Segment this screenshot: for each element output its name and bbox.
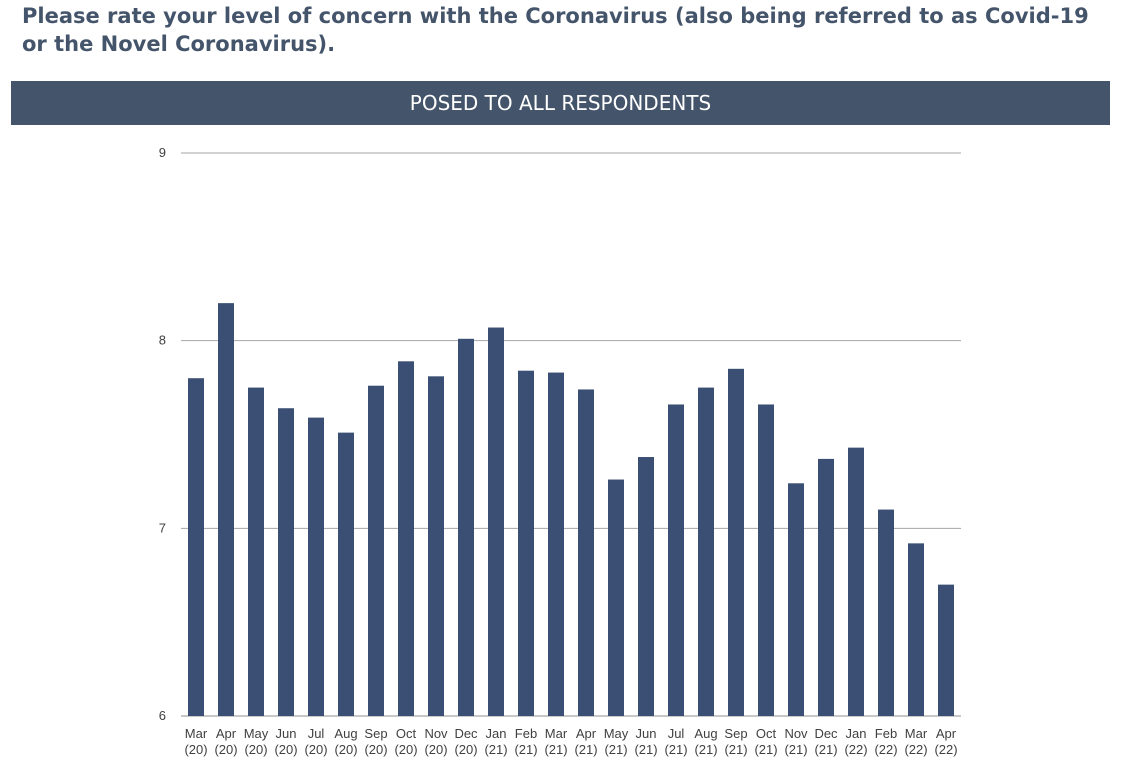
bars xyxy=(188,303,954,716)
x-tick-label: Feb (21) xyxy=(514,726,537,757)
y-axis-ticks: 6 7 8 9 xyxy=(159,145,166,723)
bar xyxy=(278,408,294,716)
bar xyxy=(728,368,744,716)
bar xyxy=(908,543,924,716)
x-tick-label: Mar (20) xyxy=(184,726,207,757)
bar xyxy=(488,327,504,716)
x-tick-label: Aug (20) xyxy=(334,726,357,757)
audience-banner: POSED TO ALL RESPONDENTS xyxy=(11,81,1110,125)
bar xyxy=(188,378,204,716)
bar xyxy=(758,404,774,716)
x-tick-label: Sep (21) xyxy=(724,726,747,757)
x-tick-label: Sep (20) xyxy=(364,726,387,757)
x-tick-label: Mar (21) xyxy=(544,726,567,757)
bar xyxy=(308,417,324,716)
bar xyxy=(398,361,414,716)
bar xyxy=(338,432,354,716)
x-tick-label: Aug (21) xyxy=(694,726,717,757)
x-tick-label: Feb (22) xyxy=(874,726,897,757)
x-tick-label: Nov (21) xyxy=(784,726,808,757)
bar xyxy=(938,584,954,716)
y-tick-label: 9 xyxy=(159,145,166,160)
bar xyxy=(428,376,444,716)
bar xyxy=(218,303,234,716)
bar xyxy=(608,479,624,716)
bar xyxy=(248,387,264,716)
question-title: Please rate your level of concern with t… xyxy=(22,4,1089,56)
bar xyxy=(638,457,654,716)
bar xyxy=(818,458,834,716)
bar xyxy=(878,509,894,716)
y-tick-label: 7 xyxy=(159,520,166,535)
x-tick-label: Apr (22) xyxy=(934,726,957,757)
y-tick-label: 6 xyxy=(159,708,166,723)
x-tick-label: Dec (20) xyxy=(454,726,478,757)
x-tick-label: May (21) xyxy=(604,726,629,757)
bar xyxy=(788,483,804,716)
x-tick-label: Oct (21) xyxy=(754,726,777,757)
x-tick-label: Dec (21) xyxy=(814,726,838,757)
bar xyxy=(518,370,534,716)
x-tick-label: May (20) xyxy=(244,726,269,757)
bar xyxy=(668,404,684,716)
x-tick-label: Jan (22) xyxy=(844,726,867,757)
bar xyxy=(458,338,474,716)
x-tick-label: Apr (20) xyxy=(214,726,237,757)
x-tick-label: Mar (22) xyxy=(904,726,927,757)
y-tick-label: 8 xyxy=(159,333,166,348)
x-tick-label: Oct (20) xyxy=(394,726,417,757)
bar xyxy=(368,385,384,716)
x-tick-label: Jul (21) xyxy=(664,726,687,757)
x-tick-label: Jun (21) xyxy=(634,726,657,757)
bar xyxy=(548,372,564,716)
x-tick-label: Apr (21) xyxy=(574,726,597,757)
x-tick-label: Jan (21) xyxy=(484,726,507,757)
x-axis-ticks: Mar (20) Apr (20) May (20)Jun (20) Jul (20) Aug (2… xyxy=(184,726,957,757)
bar xyxy=(848,447,864,716)
gridlines xyxy=(181,152,961,717)
x-tick-label: Nov (20) xyxy=(424,726,448,757)
bar xyxy=(578,389,594,716)
x-tick-label: Jun (20) xyxy=(274,726,297,757)
x-tick-label: Jul (20) xyxy=(304,726,327,757)
bar xyxy=(698,387,714,716)
